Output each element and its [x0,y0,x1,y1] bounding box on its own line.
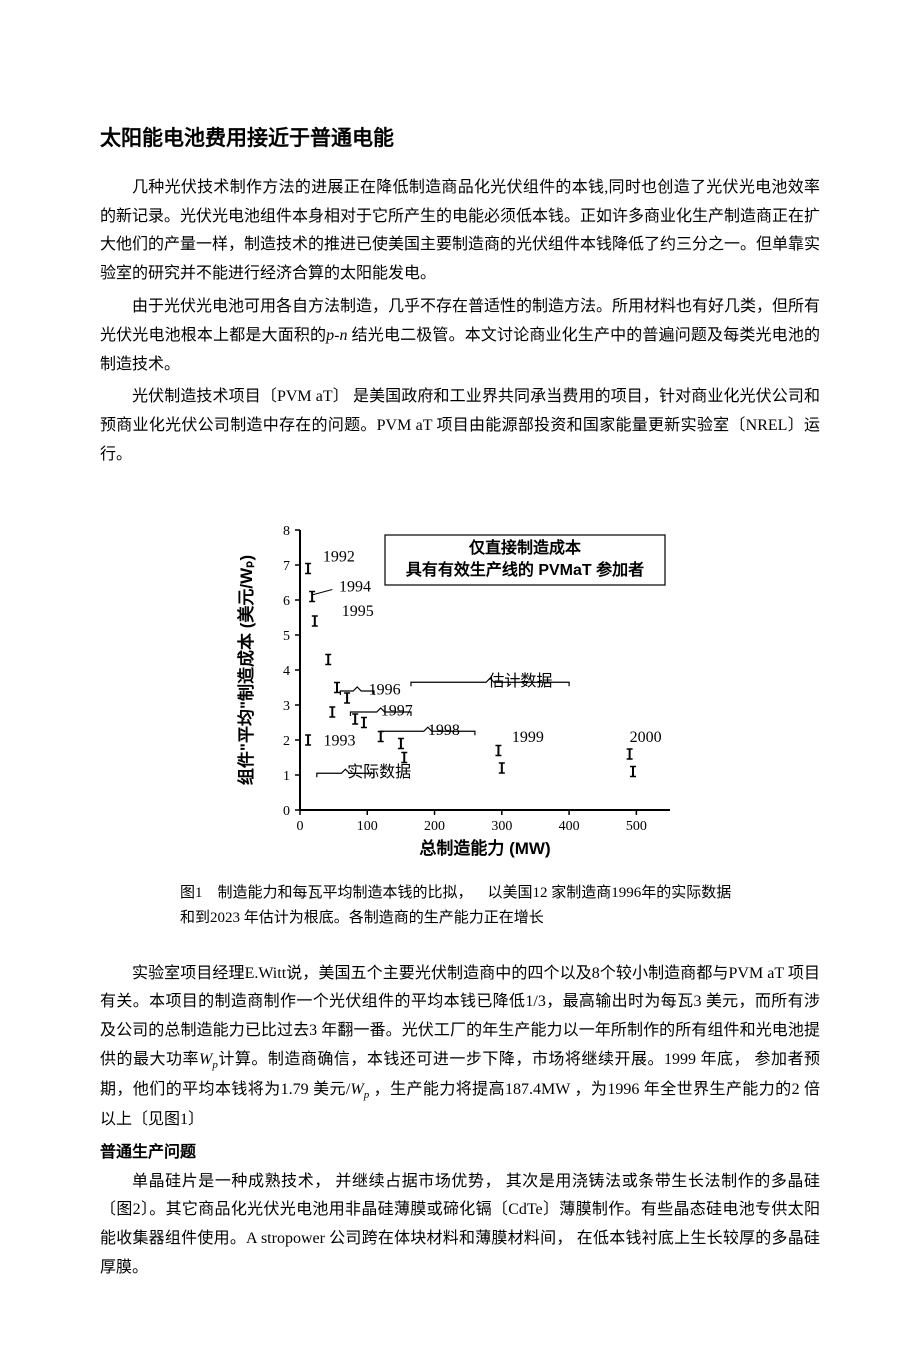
paragraph-3: 光伏制造技术项目〔PVM aT〕 是美国政府和工业界共同承当费用的项目，针对商业… [100,383,820,469]
svg-text:总制造能力 (MW): 总制造能力 (MW) [419,838,550,858]
svg-text:估计数据: 估计数据 [488,672,552,690]
svg-text:实际数据: 实际数据 [347,763,411,781]
svg-text:具有有效生产线的 PVMaT 参加者: 具有有效生产线的 PVMaT 参加者 [406,560,644,579]
svg-text:1999: 1999 [512,729,544,746]
pn-junction: p-n [326,327,347,344]
svg-text:1993: 1993 [324,732,356,749]
paragraph-1: 几种光伏技术制作方法的进展正在降低制造商品化光伏组件的本钱,同时也创造了光伏光电… [100,174,820,289]
svg-text:1992: 1992 [323,548,355,565]
svg-text:8: 8 [283,524,290,539]
svg-text:4: 4 [283,664,290,679]
svg-text:500: 500 [626,819,647,834]
svg-text:0: 0 [283,804,290,819]
paragraph-5: 单晶硅片是一种成熟技术， 并继续占据市场优势， 其次是用浇铸法或条带生长法制作的… [100,1168,820,1283]
svg-text:0: 0 [297,819,304,834]
svg-text:1995: 1995 [342,603,374,620]
svg-text:1994: 1994 [339,578,371,595]
section-heading-production: 普通生产问题 [100,1139,820,1168]
page-title: 太阳能电池费用接近于普通电能 [100,120,820,158]
svg-text:1: 1 [283,769,290,784]
svg-text:1996: 1996 [369,681,401,698]
figure-1-chart: 0 1 2 3 4 5 6 7 8 0 100 200 300 400 500 总制造能力 (MW) 组件"平均… [230,500,690,871]
svg-text:300: 300 [491,819,512,834]
svg-text:7: 7 [283,559,290,574]
svg-text:200: 200 [424,819,445,834]
svg-text:2000: 2000 [630,729,662,746]
svg-text:400: 400 [559,819,580,834]
svg-text:1997: 1997 [381,702,413,719]
svg-text:组件"平均"制造成本 (美元/Wₚ): 组件"平均"制造成本 (美元/Wₚ) [236,555,256,785]
svg-text:5: 5 [283,629,290,644]
svg-text:2: 2 [283,734,290,749]
paragraph-4: 实验室项目经理E.Witt说，美国五个主要光伏制造商中的四个以及8个较小制造商都… [100,960,820,1135]
wp-var-2: W [350,1081,363,1098]
svg-text:仅直接制造成本: 仅直接制造成本 [468,538,581,557]
svg-text:6: 6 [283,594,290,609]
figure-1-caption: 图1 制造能力和每瓦平均制造本钱的比拟， 以美国12 家制造商1996年的实际数… [180,881,740,932]
wp-var-1: W [199,1051,212,1068]
svg-text:3: 3 [283,699,290,714]
svg-text:1998: 1998 [428,722,460,739]
paragraph-2: 由于光伏光电池可用各自方法制造，几乎不存在普适性的制造方法。所用材料也有好几类，… [100,293,820,379]
svg-text:100: 100 [357,819,378,834]
